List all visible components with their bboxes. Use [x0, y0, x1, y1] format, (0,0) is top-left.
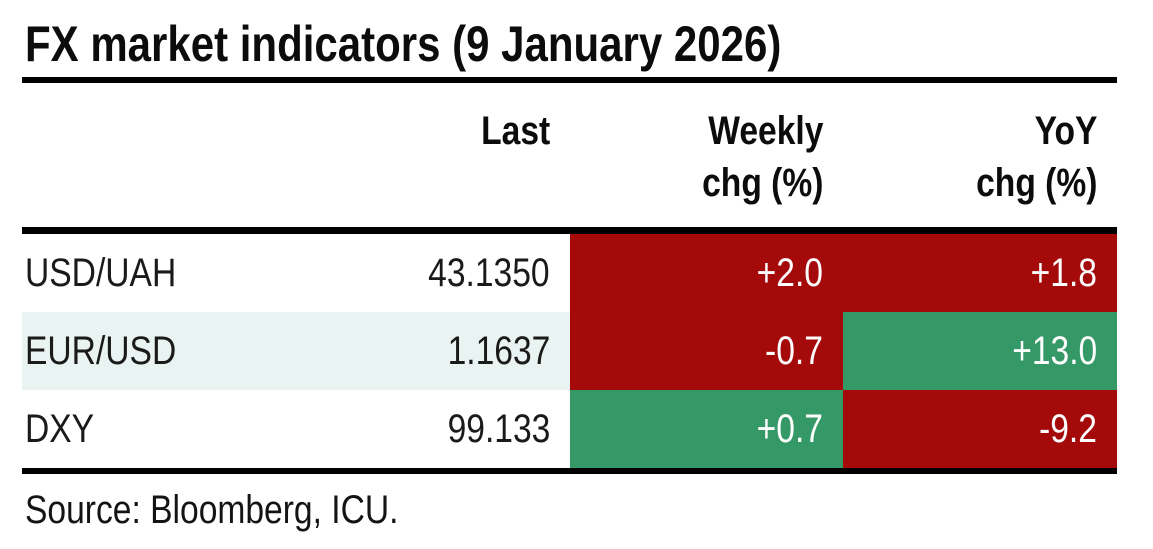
- table-container: FX market indicators (9 January 2026) La…: [22, 0, 1117, 534]
- table-row: EUR/USD 1.1637 -0.7 +13.0: [22, 312, 1117, 390]
- weekly-chg-value: -0.7: [765, 328, 823, 373]
- pair-label-cell: EUR/USD: [22, 312, 322, 390]
- source-note: Source: Bloomberg, ICU.: [22, 474, 1117, 534]
- column-header-last: Last: [322, 83, 570, 227]
- column-header-weekly-chg: Weekly chg (%): [570, 83, 843, 227]
- weekly-chg-cell: +0.7: [570, 390, 843, 468]
- yoy-chg-cell: +1.8: [843, 234, 1117, 312]
- column-header-last-label: Last: [480, 109, 550, 153]
- column-header-yoy-line1: YoY: [1034, 109, 1097, 153]
- column-header-yoy-line2: chg (%): [975, 161, 1097, 205]
- pair-label-cell: DXY: [22, 390, 322, 468]
- pair-label: USD/UAH: [25, 250, 177, 295]
- last-value-cell: 99.133: [322, 390, 570, 468]
- yoy-chg-cell: -9.2: [843, 390, 1117, 468]
- column-header-weekly-line2: chg (%): [701, 161, 823, 205]
- last-value: 1.1637: [447, 328, 550, 373]
- pair-label: EUR/USD: [25, 328, 177, 373]
- table-header-row: Last Weekly chg (%) YoY chg (%): [22, 83, 1117, 234]
- last-value-cell: 43.1350: [322, 234, 570, 312]
- yoy-chg-value: -9.2: [1039, 406, 1097, 451]
- yoy-chg-value: +13.0: [1011, 328, 1097, 373]
- source-note-text: Source: Bloomberg, ICU.: [25, 488, 399, 532]
- table-body: USD/UAH 43.1350 +2.0 +1.8 EUR/USD 1.1637…: [22, 234, 1117, 474]
- last-value: 99.133: [447, 406, 550, 451]
- table-row: DXY 99.133 +0.7 -9.2: [22, 390, 1117, 468]
- last-value-cell: 1.1637: [322, 312, 570, 390]
- pair-label: DXY: [25, 406, 95, 451]
- weekly-chg-value: +0.7: [756, 406, 823, 451]
- weekly-chg-value: +2.0: [756, 250, 823, 295]
- yoy-chg-value: +1.8: [1030, 250, 1097, 295]
- yoy-chg-cell: +13.0: [843, 312, 1117, 390]
- column-header-weekly-line1: Weekly: [707, 109, 823, 153]
- weekly-chg-cell: -0.7: [570, 312, 843, 390]
- table-row: USD/UAH 43.1350 +2.0 +1.8: [22, 234, 1117, 312]
- page-title-text: FX market indicators (9 January 2026): [25, 16, 782, 72]
- last-value: 43.1350: [428, 250, 550, 295]
- column-header-yoy-chg: YoY chg (%): [843, 83, 1117, 227]
- pair-label-cell: USD/UAH: [22, 234, 322, 312]
- weekly-chg-cell: +2.0: [570, 234, 843, 312]
- column-header-empty: [22, 83, 322, 227]
- page-title: FX market indicators (9 January 2026): [22, 0, 1117, 83]
